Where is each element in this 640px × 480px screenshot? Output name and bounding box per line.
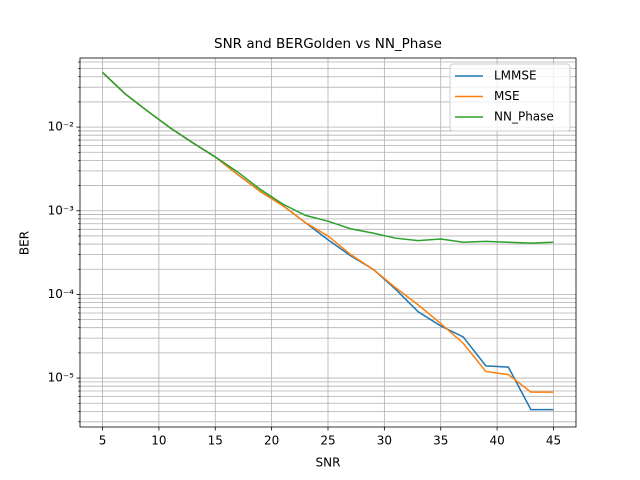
y-tick-label: 10⁻² (48, 120, 75, 134)
y-tick-label: 10⁻⁴ (48, 287, 75, 301)
series-line (102, 71, 554, 244)
x-tick-label: 5 (99, 434, 107, 448)
x-tick-label: 30 (377, 434, 392, 448)
y-tick-label: 10⁻⁵ (48, 371, 75, 385)
chart-title: SNR and BERGolden vs NN_Phase (214, 36, 442, 52)
x-tick-label: 15 (208, 434, 223, 448)
y-tick-label: 10⁻³ (48, 203, 75, 217)
x-axis-label: SNR (316, 456, 341, 470)
grid (80, 58, 576, 427)
x-tick-label: 20 (264, 434, 279, 448)
legend-box (449, 63, 571, 132)
legend-label: MSE (494, 89, 520, 103)
x-tick-label: 40 (489, 434, 504, 448)
legend: LMMSE MSE NN_Phase (449, 63, 571, 132)
legend-label: NN_Phase (494, 110, 554, 124)
x-tick-label: 10 (151, 434, 166, 448)
legend-label: LMMSE (494, 69, 537, 83)
y-axis-label: BER (18, 231, 32, 255)
x-tick-label: 35 (433, 434, 448, 448)
x-tick-label: 25 (320, 434, 335, 448)
x-tick-label: 45 (546, 434, 561, 448)
plot-area (102, 71, 554, 411)
